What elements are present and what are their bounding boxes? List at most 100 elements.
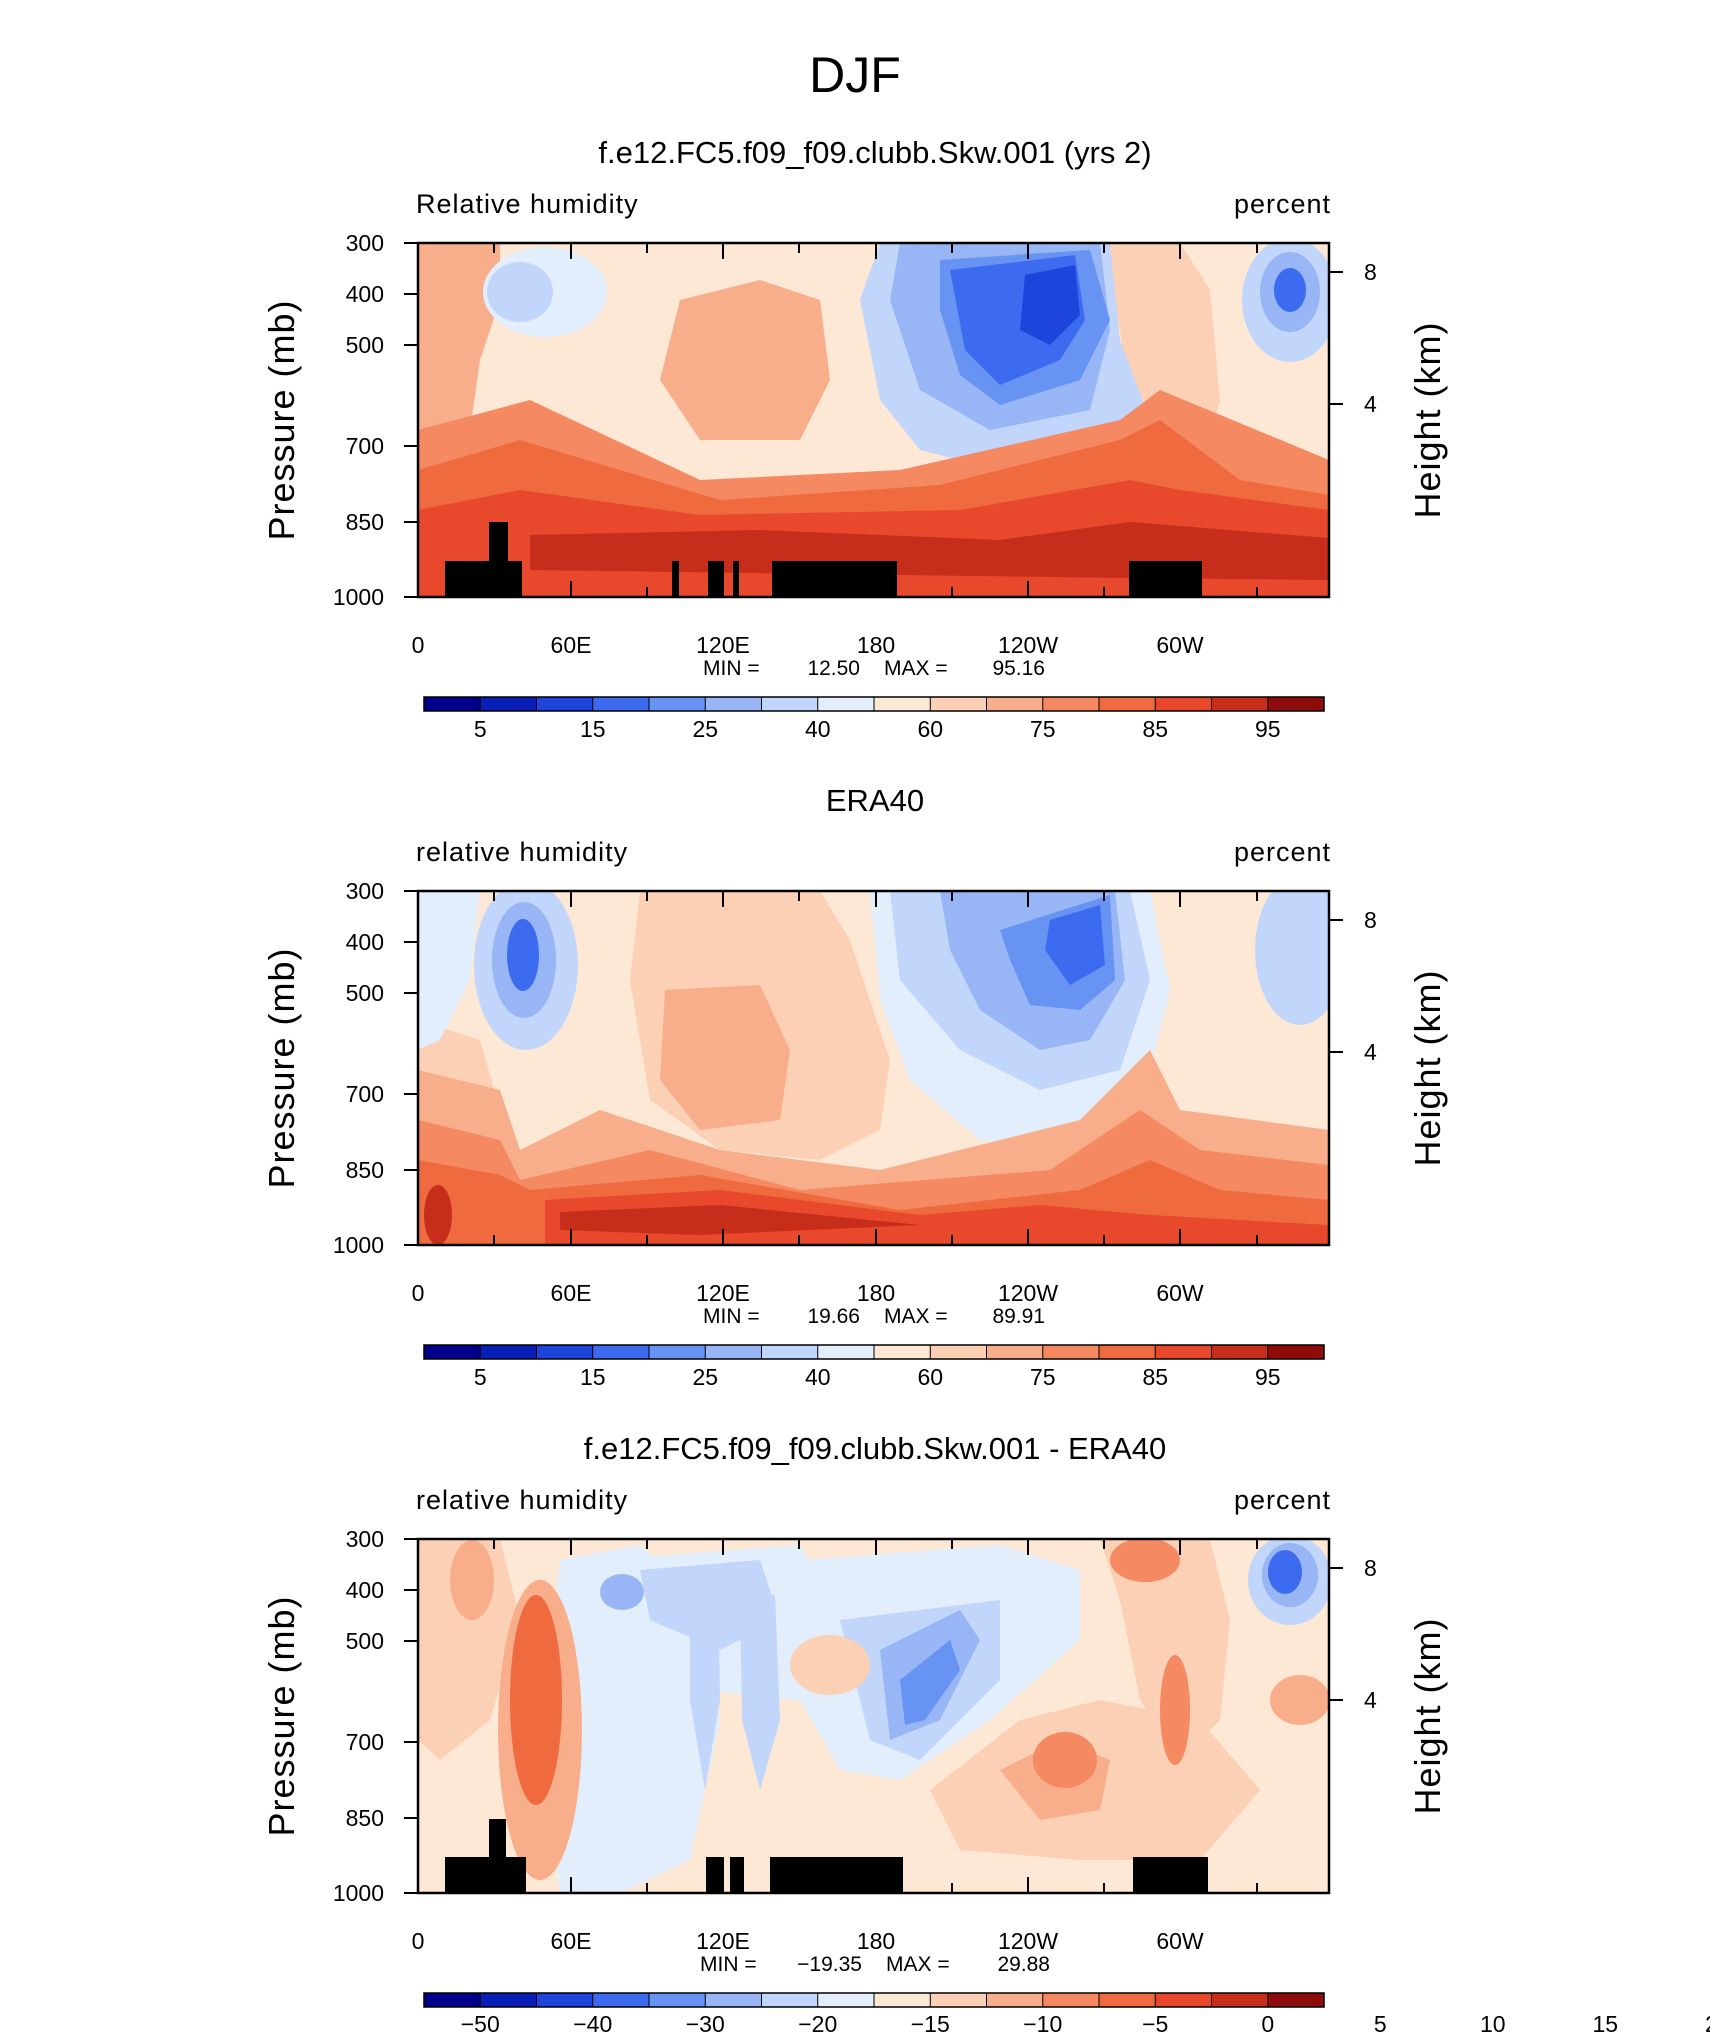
y-axis-title: Pressure (mb)	[261, 1595, 302, 1836]
height-tick-label: 4	[1364, 1039, 1377, 1065]
colorbar-label: 20	[1705, 2011, 1710, 2037]
colorbar-swatch	[649, 1993, 706, 2007]
colorbar-swatch	[1099, 1993, 1156, 2007]
colorbar-swatch	[705, 697, 762, 711]
right-tick-labels: 8 4	[1364, 259, 1377, 417]
colorbar-swatch	[930, 1993, 987, 2007]
colorbar-label: −10	[1023, 2011, 1062, 2037]
colorbar-label: 60	[917, 716, 943, 742]
y-axis-title: Pressure (mb)	[261, 947, 302, 1188]
min-value: 12.50	[807, 657, 860, 680]
x-tick-label: 120E	[696, 1280, 750, 1306]
colorbar-label: −5	[1142, 2011, 1168, 2037]
x-tick-label: 60W	[1156, 632, 1204, 658]
colorbar-swatch	[480, 1345, 537, 1359]
y-tick-label: 400	[346, 929, 384, 955]
colorbar-label: −20	[798, 2011, 837, 2037]
x-tick-label: 120W	[998, 1928, 1058, 1954]
contour-field	[418, 1539, 1329, 1893]
height-tick-label: 8	[1364, 1555, 1377, 1581]
tick-marks	[404, 1538, 1343, 1894]
stats-line: MIN = 19.66 MAX = 89.91	[703, 1305, 1045, 1328]
colorbar-swatch	[536, 697, 594, 711]
colorbar-label: 5	[474, 716, 487, 742]
y-tick-label: 850	[346, 1805, 384, 1831]
x-tick-label: 0	[412, 1280, 425, 1306]
y-tick-label: 500	[346, 332, 384, 358]
colorbar-swatch	[986, 1345, 1044, 1359]
stats-line: MIN = 12.50 MAX = 95.16	[703, 657, 1045, 680]
colorbar-swatch	[1099, 697, 1156, 711]
x-tick-label: 0	[412, 632, 425, 658]
x-tick-label: 120W	[998, 1280, 1058, 1306]
x-tick-label: 120W	[998, 632, 1058, 658]
panel-title: f.e12.FC5.f09_f09.clubb.Skw.001 (yrs 2)	[598, 135, 1151, 170]
right-tick-labels: 8 4	[1364, 1555, 1377, 1713]
x-tick-label: 180	[857, 1928, 895, 1954]
y-tick-label: 300	[346, 878, 384, 904]
plot-frame	[416, 889, 1331, 1247]
min-label: MIN =	[703, 657, 760, 680]
y-tick-label: 400	[346, 1577, 384, 1603]
plot-frame	[416, 241, 1331, 599]
y-tick-label: 1000	[333, 1880, 384, 1906]
colorbar-label: 0	[1261, 2011, 1274, 2037]
colorbar-swatch	[480, 697, 537, 711]
tick-marks	[404, 242, 1343, 598]
max-label: MAX =	[886, 1953, 950, 1976]
colorbar-label: 95	[1255, 1364, 1281, 1390]
y-axis-title-right: Height (km)	[1407, 1617, 1448, 1814]
colorbar-swatch	[874, 1345, 931, 1359]
colorbar-label: 25	[692, 716, 718, 742]
colorbar-swatch	[1155, 697, 1212, 711]
colorbar-swatch	[930, 1345, 987, 1359]
colorbar-label: 85	[1142, 1364, 1168, 1390]
y-tick-label: 700	[346, 433, 384, 459]
colorbar-swatch	[536, 1345, 594, 1359]
y-tick-label: 300	[346, 1526, 384, 1552]
x-tick-label: 60E	[551, 632, 592, 658]
colorbar-swatch	[705, 1993, 762, 2007]
panel-title: ERA40	[826, 783, 924, 818]
colorbar-swatch	[1267, 1345, 1325, 1359]
colorbar-swatch	[817, 1993, 875, 2007]
max-label: MAX =	[884, 1305, 948, 1328]
colorbar-swatch	[761, 697, 819, 711]
max-value: 95.16	[992, 657, 1045, 680]
tick-marks	[404, 890, 1343, 1246]
x-tick-label: 180	[857, 1280, 895, 1306]
colorbar-label: 95	[1255, 716, 1281, 742]
x-tick-label: 120E	[696, 632, 750, 658]
colorbar-label: 5	[1374, 2011, 1387, 2037]
colorbar-swatch	[649, 1345, 706, 1359]
y-tick-labels: 300 400 500 700 850 1000	[333, 1526, 384, 1906]
max-value: 29.88	[997, 1953, 1050, 1976]
x-tick-labels: 0 60E 120E 180 120W 60W	[412, 1280, 1204, 1306]
right-tick-labels: 8 4	[1364, 907, 1377, 1065]
colorbar-label: 15	[1592, 2011, 1618, 2037]
colorbar-swatch	[761, 1345, 819, 1359]
y-tick-label: 400	[346, 281, 384, 307]
x-tick-label: 60W	[1156, 1928, 1204, 1954]
y-tick-label: 850	[346, 1157, 384, 1183]
colorbar: −50−40−30−20−15−10−505101520304050	[423, 1992, 1710, 2037]
height-tick-label: 8	[1364, 907, 1377, 933]
colorbar-swatch	[705, 1345, 762, 1359]
colorbar-label: 75	[1030, 716, 1056, 742]
min-label: MIN =	[703, 1305, 760, 1328]
colorbar-swatch	[1042, 697, 1100, 711]
min-value: 19.66	[807, 1305, 860, 1328]
contour-field	[418, 243, 1329, 597]
colorbar-swatch	[1211, 697, 1269, 711]
y-tick-label: 500	[346, 980, 384, 1006]
colorbar-swatch	[1042, 1993, 1100, 2007]
colorbar-swatch	[1155, 1345, 1212, 1359]
colorbar-swatch	[1267, 1993, 1325, 2007]
colorbar-label: −50	[461, 2011, 500, 2037]
colorbar-swatch	[424, 1993, 481, 2007]
colorbar: 5 15 25 40 60 75 85 95	[423, 1344, 1325, 1390]
colorbar-swatch	[424, 697, 481, 711]
colorbar-label: 40	[805, 716, 831, 742]
plot-frame	[416, 1537, 1331, 1895]
